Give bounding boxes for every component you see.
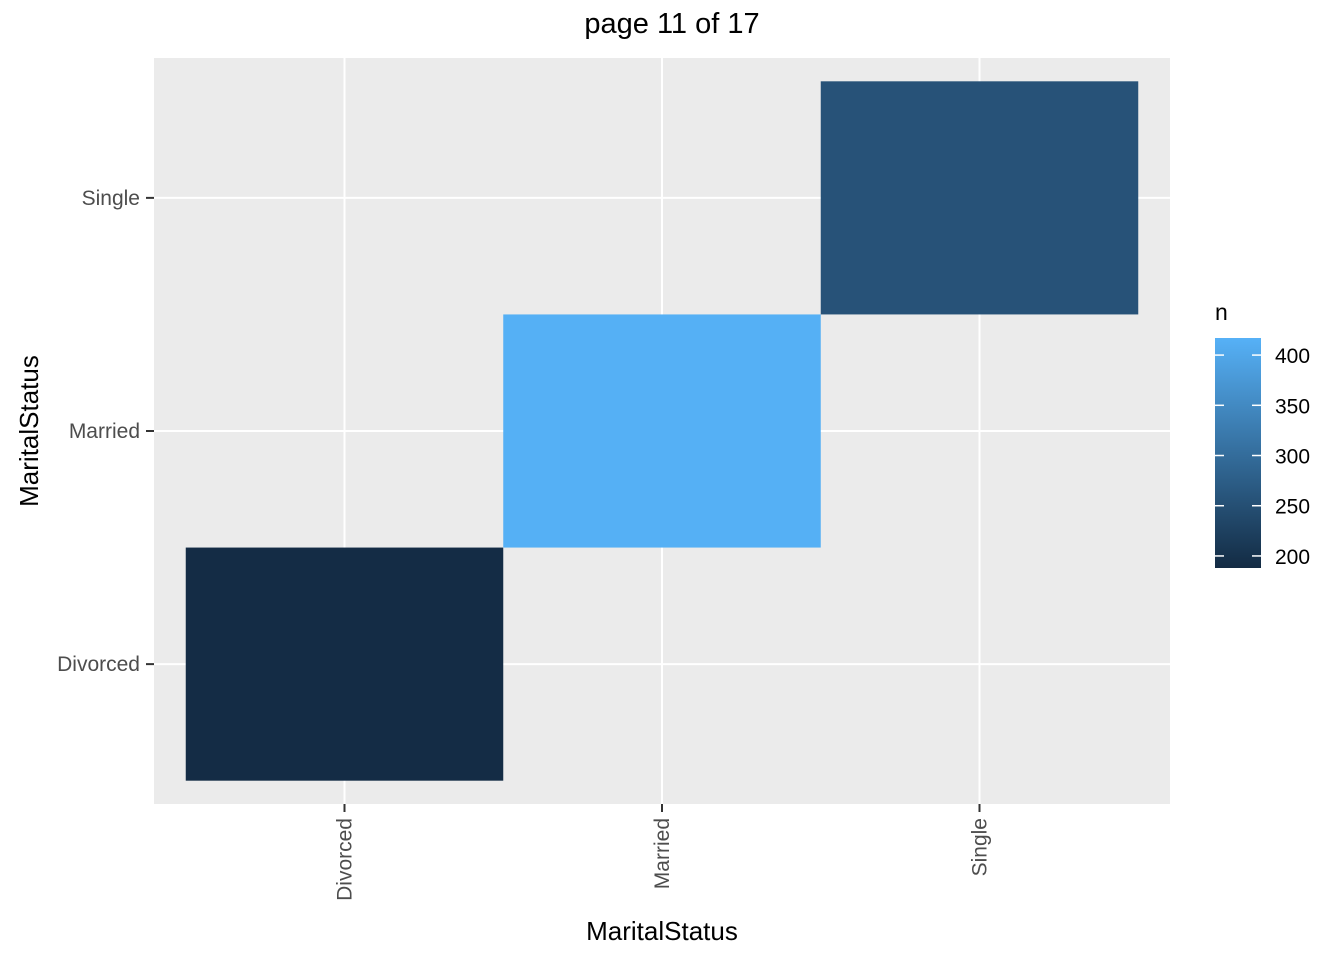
heatmap-cell-divorced-divorced: [185, 547, 504, 781]
y-axis-title: MaritalStatus: [14, 355, 44, 507]
legend-tick-label: 300: [1275, 446, 1310, 469]
legend: n 200 250 300 350 400: [1215, 299, 1310, 569]
y-tick-label: Divorced: [57, 653, 140, 676]
x-tick-label: Divorced: [334, 818, 357, 901]
heatmap-cell-married-married: [503, 314, 821, 548]
legend-tick-label: 250: [1275, 496, 1310, 519]
legend-title: n: [1215, 299, 1228, 325]
y-axis: Divorced Married Single: [57, 187, 154, 676]
x-axis: Divorced Married Single: [334, 804, 992, 901]
legend-ticks: 200 250 300 350 400: [1215, 345, 1310, 569]
x-tick-label: Single: [969, 818, 992, 876]
x-tick-label: Married: [651, 818, 674, 889]
y-tick-label: Single: [82, 187, 140, 210]
legend-tick-label: 350: [1275, 395, 1310, 418]
heatmap-cell-single-single: [820, 81, 1139, 315]
y-tick-label: Married: [69, 420, 140, 443]
x-axis-title: MaritalStatus: [586, 916, 738, 946]
legend-tick-label: 200: [1275, 546, 1310, 569]
legend-colorbar: [1215, 338, 1261, 568]
legend-tick-label: 400: [1275, 345, 1310, 368]
heatmap-cells: [185, 81, 1139, 781]
chart-title: page 11 of 17: [584, 8, 759, 40]
